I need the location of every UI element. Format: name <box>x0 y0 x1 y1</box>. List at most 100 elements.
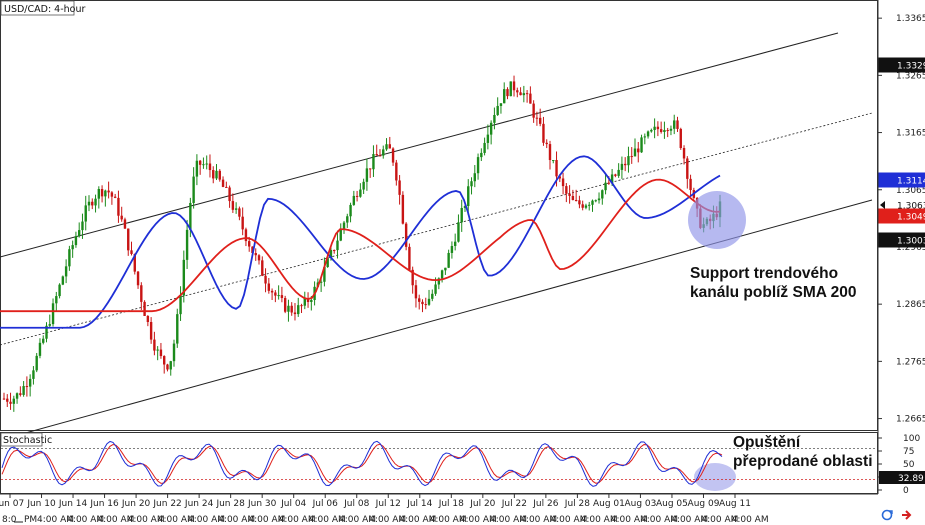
date-tick-label: Jun 20 <box>121 499 151 509</box>
candle-body <box>453 241 457 246</box>
candle-body <box>77 230 81 237</box>
candle-body <box>231 201 235 210</box>
candle-body <box>12 398 16 404</box>
candle-body <box>542 123 545 143</box>
candle-body <box>682 148 686 159</box>
candle-body <box>140 285 143 302</box>
candle-body <box>623 163 627 166</box>
candle-body <box>91 201 94 206</box>
candle-body <box>633 148 637 157</box>
price-tags: 1.3329 1.3114 1.30631.3049 1.3003 <box>878 57 925 248</box>
candle-body <box>127 228 130 251</box>
stochastic-label-box <box>0 432 43 447</box>
candle-body <box>19 393 22 395</box>
candle-body <box>581 204 584 208</box>
stoch-k-line <box>1 440 723 487</box>
candle-body <box>352 195 356 205</box>
candle-body <box>303 297 306 306</box>
candle-body <box>522 93 526 96</box>
stoch-tick-label: 0 <box>903 486 909 496</box>
price-axis: 1.3365 1.3265 1.3165 1.3065 1.2965 1.2865 1.27… <box>878 14 925 425</box>
candle-body <box>198 160 202 165</box>
price-tick-label: 1.3165 <box>896 129 925 139</box>
candle-body <box>476 157 480 174</box>
time-row-first: 8:0 <box>2 515 17 525</box>
time-tick-label: 4:00 AM <box>128 515 165 525</box>
candle-body <box>87 201 91 206</box>
stochastic-highlight-ellipse <box>694 463 736 491</box>
candle-body <box>326 258 329 267</box>
candle-body <box>71 245 74 250</box>
price-tag-bg <box>878 208 925 224</box>
candle-body <box>463 206 467 208</box>
candle-body <box>274 292 277 296</box>
candle-body <box>404 223 408 247</box>
candle-body <box>123 219 127 229</box>
candle-body <box>264 275 267 284</box>
candle-body <box>172 343 176 362</box>
candle-body <box>104 190 107 197</box>
candle-body <box>650 129 653 132</box>
candle-body <box>159 349 163 357</box>
date-tick-label: Jul 06 <box>312 499 338 509</box>
candle-body <box>339 228 342 241</box>
candle-body <box>385 144 388 150</box>
sync-icon[interactable] <box>881 509 893 521</box>
candle-body <box>228 187 231 202</box>
candle-body <box>627 156 630 166</box>
candle-body <box>555 160 558 177</box>
candle-body <box>346 216 349 223</box>
date-tick-label: Aug 05 <box>656 499 688 509</box>
candle-body <box>35 355 38 371</box>
candle-body <box>561 178 565 187</box>
candle-body <box>676 120 679 129</box>
support-annotation-line1: Support trendového <box>690 265 838 282</box>
time-tick-label: 4:00 AM <box>248 515 285 525</box>
candle-body <box>489 122 493 135</box>
candle-body <box>614 174 617 176</box>
candle-body <box>355 195 359 197</box>
candle-body <box>545 142 548 145</box>
candle-body <box>659 129 663 132</box>
date-tick-label: Aug 01 <box>593 499 625 509</box>
candle-body <box>297 305 300 315</box>
time-tick-label: 4:00 AM <box>158 515 195 525</box>
candle-body <box>496 105 499 115</box>
candle-body <box>480 152 483 158</box>
candle-body <box>509 81 512 97</box>
candle-body <box>261 260 264 276</box>
date-tick-label: Jul 28 <box>564 499 590 509</box>
candle-body <box>280 295 284 299</box>
price-tick-label: 1.2765 <box>896 357 925 367</box>
candle-body <box>470 181 473 187</box>
candle-body <box>512 81 516 91</box>
candle-body <box>22 386 25 395</box>
price-tick-label: 1.3065 <box>896 186 925 196</box>
candle-body <box>163 356 166 365</box>
channel-upper-line <box>0 32 839 258</box>
price-tag-label: 1.3063 <box>897 202 925 212</box>
next-arrow-icon[interactable] <box>902 510 912 520</box>
candle-body <box>617 169 620 176</box>
candle-body <box>378 155 382 157</box>
candle-body <box>218 170 221 180</box>
candle-body <box>110 192 114 197</box>
candle-body <box>182 259 186 296</box>
candle-body <box>558 176 561 179</box>
price-tag-label: 1.3049 <box>897 213 925 223</box>
candle-body <box>499 103 503 106</box>
candle-body <box>637 148 640 153</box>
date-tick-label: Jul 22 <box>501 499 527 509</box>
candle-body <box>205 163 208 165</box>
candle-body <box>51 303 55 325</box>
candle-body <box>552 160 555 162</box>
candle-body <box>6 398 9 402</box>
candle-body <box>61 276 65 285</box>
candle-body <box>506 89 509 97</box>
candle-body <box>391 148 395 163</box>
stochastic-label: Stochastic <box>3 435 52 446</box>
candle-body <box>388 144 391 149</box>
candle-body <box>656 126 660 130</box>
